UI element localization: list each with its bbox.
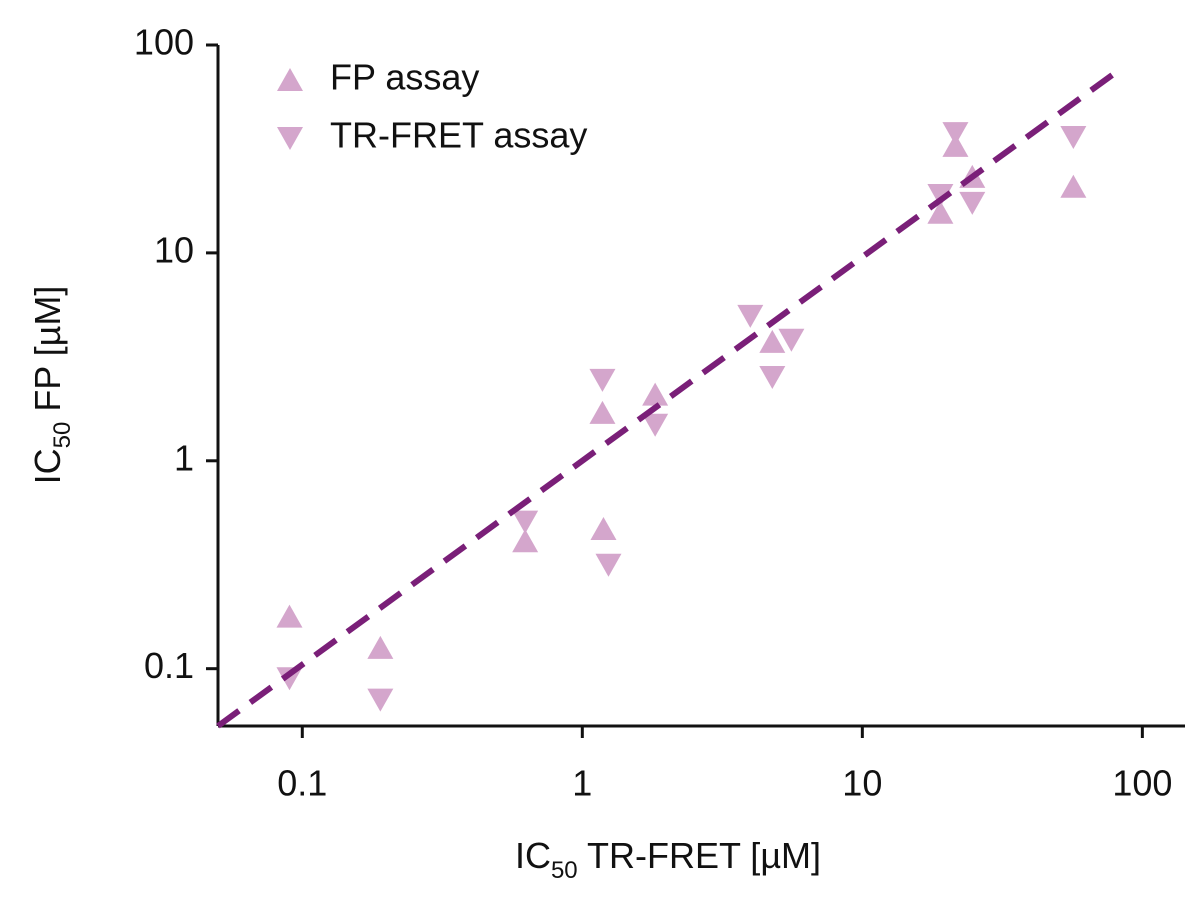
data-point: [1060, 174, 1087, 198]
x-label-rest: TR-FRET [µM]: [578, 835, 821, 876]
data-point: [942, 133, 969, 157]
data-point: [589, 400, 616, 424]
data-point: [642, 413, 669, 437]
data-point: [512, 529, 539, 553]
data-point: [942, 122, 969, 146]
legend-label: FP assay: [330, 57, 479, 98]
data-point: [276, 604, 303, 628]
data-point: [276, 667, 303, 691]
y-label-main: IC: [27, 448, 68, 484]
y-tick-label: 1: [174, 437, 194, 478]
data-point: [759, 365, 786, 389]
data-point: [590, 516, 617, 540]
y-tick-label: 10: [154, 229, 194, 270]
data-point: [959, 191, 986, 215]
data-point: [759, 329, 786, 353]
data-point: [595, 553, 622, 577]
x-tick-label: 1: [572, 763, 592, 804]
legend-marker: [277, 127, 303, 150]
x-label-main: IC: [515, 835, 551, 876]
x-axis-label: IC50 TR-FRET [µM]: [515, 835, 821, 885]
data-point: [1060, 125, 1087, 149]
data-point: [367, 688, 394, 712]
data-point: [367, 635, 394, 659]
y-label-sub: 50: [49, 422, 76, 449]
legend-label: TR-FRET assay: [330, 115, 587, 156]
x-tick-label: 0.1: [277, 763, 327, 804]
x-label-sub: 50: [551, 857, 578, 884]
data-point: [589, 368, 616, 392]
x-tick-label: 100: [1112, 763, 1172, 804]
data-point: [927, 200, 954, 224]
data-point: [778, 328, 805, 352]
x-tick-label: 10: [842, 763, 882, 804]
legend-marker: [277, 68, 303, 91]
y-tick-label: 0.1: [144, 645, 194, 686]
data-point: [927, 183, 954, 207]
y-tick-label: 100: [134, 22, 194, 63]
fit-line: [216, 65, 1125, 729]
data-point: [642, 382, 669, 406]
y-axis-label: IC50 FP [µM]: [27, 286, 77, 485]
y-label-rest: FP [µM]: [27, 286, 68, 422]
data-point: [737, 304, 764, 328]
data-point: [512, 510, 539, 534]
